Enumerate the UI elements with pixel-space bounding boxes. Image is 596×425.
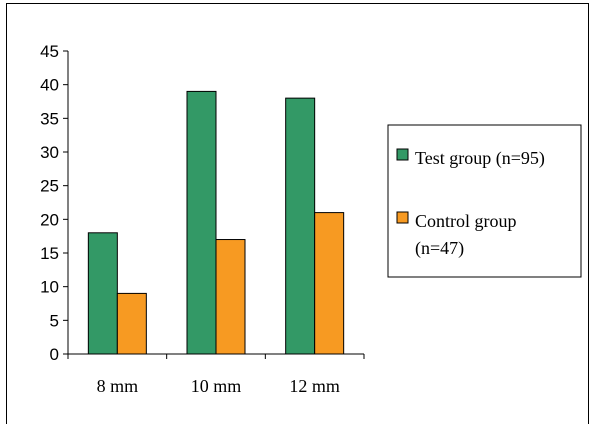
y-tick-label: 5 <box>50 311 59 330</box>
legend-label: Control group <box>415 211 517 231</box>
bar-control-0 <box>116 292 147 355</box>
legend-label: Test group (n=95) <box>415 148 545 169</box>
legend-label: (n=47) <box>415 238 464 259</box>
y-tick-label: 15 <box>40 244 59 263</box>
y-tick-label: 20 <box>40 210 59 229</box>
x-tick-label: 10 mm <box>191 376 242 396</box>
y-tick-label: 25 <box>40 177 59 196</box>
legend-swatch <box>396 211 409 224</box>
x-tick-label: 12 mm <box>289 376 340 396</box>
bar-test-2 <box>285 97 316 355</box>
y-tick-label: 35 <box>40 109 59 128</box>
bar-control-2 <box>314 212 345 355</box>
y-tick-label: 30 <box>40 143 59 162</box>
legend-swatch <box>396 148 409 161</box>
legend-box <box>387 124 582 278</box>
bar-test-0 <box>87 232 118 355</box>
chart-labels: 0 5 10 15 20 25 30 35 40 45 8 mm 10 mm 12 mm <box>40 42 340 396</box>
y-tick-label: 10 <box>40 278 59 297</box>
chart-bars <box>87 90 345 355</box>
bar-test-1 <box>186 90 217 355</box>
bar-control-1 <box>215 239 246 355</box>
y-tick-label: 40 <box>40 76 59 95</box>
x-tick-label: 8 mm <box>97 376 139 396</box>
y-tick-label: 45 <box>40 42 59 61</box>
chart-legend: Test group (n=95) Control group (n=47) <box>387 124 582 278</box>
y-tick-label: 0 <box>50 345 59 364</box>
